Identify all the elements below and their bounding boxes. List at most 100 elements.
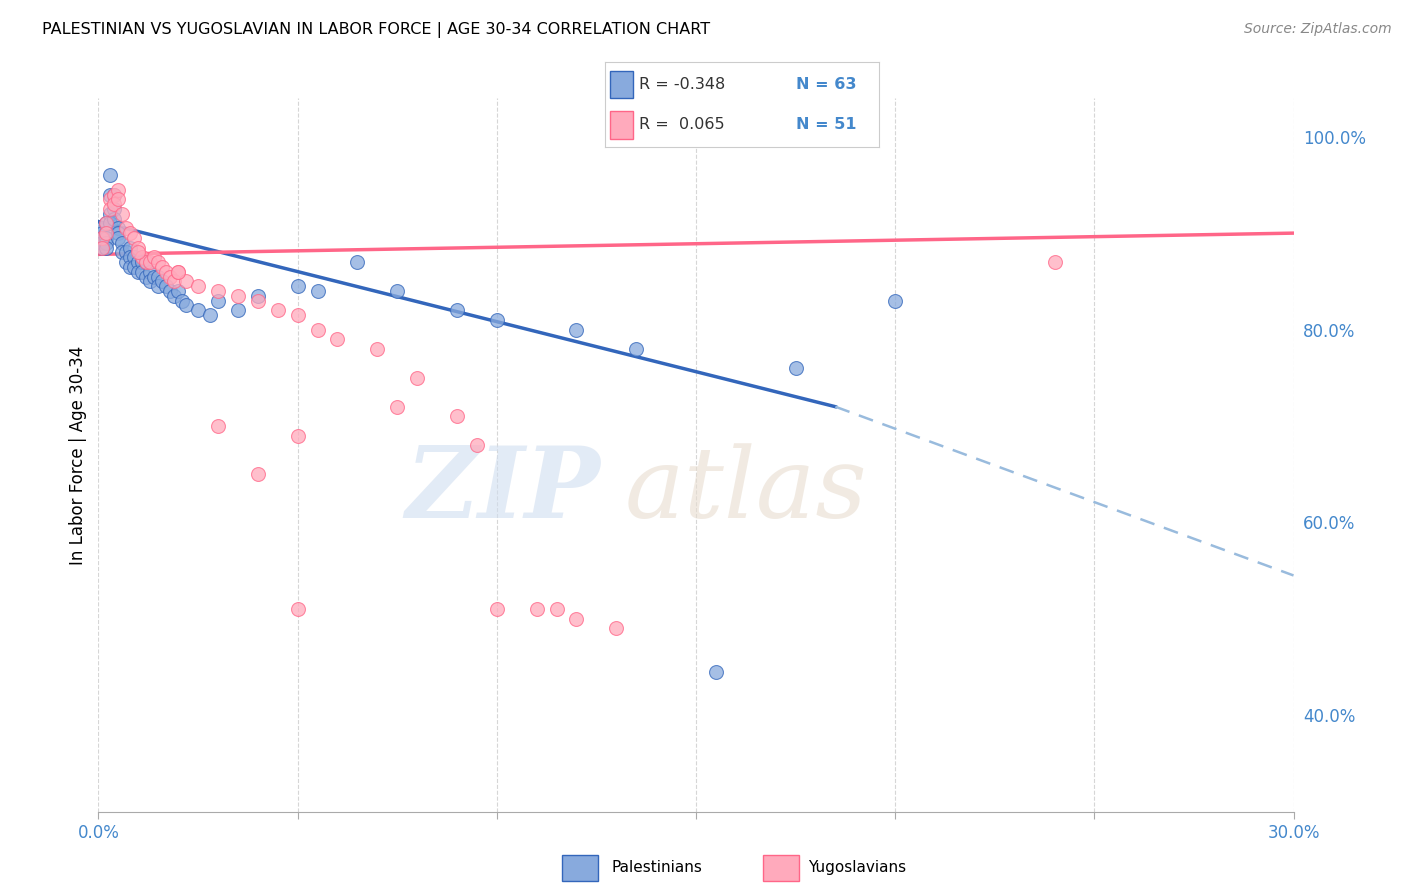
- Point: [111, 235, 134, 250]
- Point: [605, 622, 627, 636]
- Point: [107, 193, 129, 207]
- Point: [91, 221, 114, 235]
- Point: [111, 245, 134, 260]
- Point: [246, 467, 269, 482]
- Point: [385, 400, 409, 414]
- Point: [287, 428, 309, 442]
- Point: [226, 303, 249, 318]
- Point: [91, 231, 114, 245]
- Point: [111, 207, 134, 221]
- Point: [143, 269, 166, 284]
- Point: [226, 289, 249, 303]
- Point: [96, 231, 118, 245]
- Point: [131, 255, 153, 269]
- Point: [103, 187, 125, 202]
- Point: [485, 602, 508, 616]
- Point: [148, 255, 170, 269]
- Y-axis label: In Labor Force | Age 30-34: In Labor Force | Age 30-34: [69, 345, 87, 565]
- Text: Palestinians: Palestinians: [612, 860, 703, 874]
- Point: [187, 303, 209, 318]
- Point: [120, 250, 142, 264]
- Point: [163, 274, 186, 288]
- Point: [267, 303, 290, 318]
- Point: [91, 231, 114, 245]
- Point: [406, 371, 429, 385]
- Point: [287, 602, 309, 616]
- Point: [100, 207, 122, 221]
- Point: [159, 284, 181, 298]
- Point: [135, 269, 157, 284]
- Point: [884, 293, 907, 308]
- Text: N = 63: N = 63: [796, 77, 858, 92]
- Point: [148, 279, 170, 293]
- Point: [565, 612, 588, 626]
- Point: [155, 279, 177, 293]
- Point: [1043, 255, 1066, 269]
- Point: [198, 308, 221, 322]
- Point: [135, 255, 157, 269]
- Point: [124, 250, 146, 264]
- Point: [465, 438, 488, 452]
- Point: [446, 409, 468, 424]
- Point: [307, 322, 329, 336]
- Point: [124, 231, 146, 245]
- Point: [96, 217, 118, 231]
- Point: [150, 260, 173, 274]
- Point: [96, 235, 118, 250]
- Point: [96, 217, 118, 231]
- Point: [207, 293, 229, 308]
- Point: [131, 250, 153, 264]
- Text: Source: ZipAtlas.com: Source: ZipAtlas.com: [1244, 22, 1392, 37]
- Point: [326, 332, 349, 346]
- Point: [159, 269, 181, 284]
- Point: [96, 226, 118, 240]
- Point: [148, 269, 170, 284]
- Text: Yugoslavians: Yugoslavians: [808, 860, 907, 874]
- Point: [626, 342, 648, 356]
- Text: R =  0.065: R = 0.065: [638, 117, 724, 132]
- Point: [91, 226, 114, 240]
- Point: [107, 231, 129, 245]
- Point: [91, 241, 114, 255]
- Point: [127, 265, 149, 279]
- Point: [143, 250, 166, 264]
- Point: [127, 245, 149, 260]
- Text: PALESTINIAN VS YUGOSLAVIAN IN LABOR FORCE | AGE 30-34 CORRELATION CHART: PALESTINIAN VS YUGOSLAVIAN IN LABOR FORC…: [42, 22, 710, 38]
- Point: [100, 193, 122, 207]
- Point: [785, 361, 807, 376]
- Point: [485, 313, 508, 327]
- Point: [103, 211, 125, 226]
- Point: [115, 255, 138, 269]
- Point: [155, 265, 177, 279]
- Point: [163, 289, 186, 303]
- Point: [135, 255, 157, 269]
- Point: [103, 197, 125, 211]
- Point: [565, 322, 588, 336]
- Point: [526, 602, 548, 616]
- Point: [167, 284, 190, 298]
- Point: [127, 241, 149, 255]
- Point: [107, 221, 129, 235]
- Point: [120, 226, 142, 240]
- Point: [187, 279, 209, 293]
- Point: [107, 226, 129, 240]
- FancyBboxPatch shape: [610, 71, 633, 98]
- Point: [115, 245, 138, 260]
- Point: [100, 202, 122, 216]
- Text: R = -0.348: R = -0.348: [638, 77, 725, 92]
- Point: [150, 274, 173, 288]
- Point: [115, 221, 138, 235]
- Point: [96, 241, 118, 255]
- Point: [131, 265, 153, 279]
- Point: [107, 183, 129, 197]
- Point: [167, 265, 190, 279]
- Point: [96, 226, 118, 240]
- Point: [207, 284, 229, 298]
- Point: [546, 602, 568, 616]
- Point: [120, 260, 142, 274]
- Text: atlas: atlas: [624, 443, 868, 538]
- Point: [174, 298, 197, 312]
- Text: ZIP: ZIP: [405, 442, 600, 539]
- FancyBboxPatch shape: [610, 112, 633, 139]
- Point: [103, 187, 125, 202]
